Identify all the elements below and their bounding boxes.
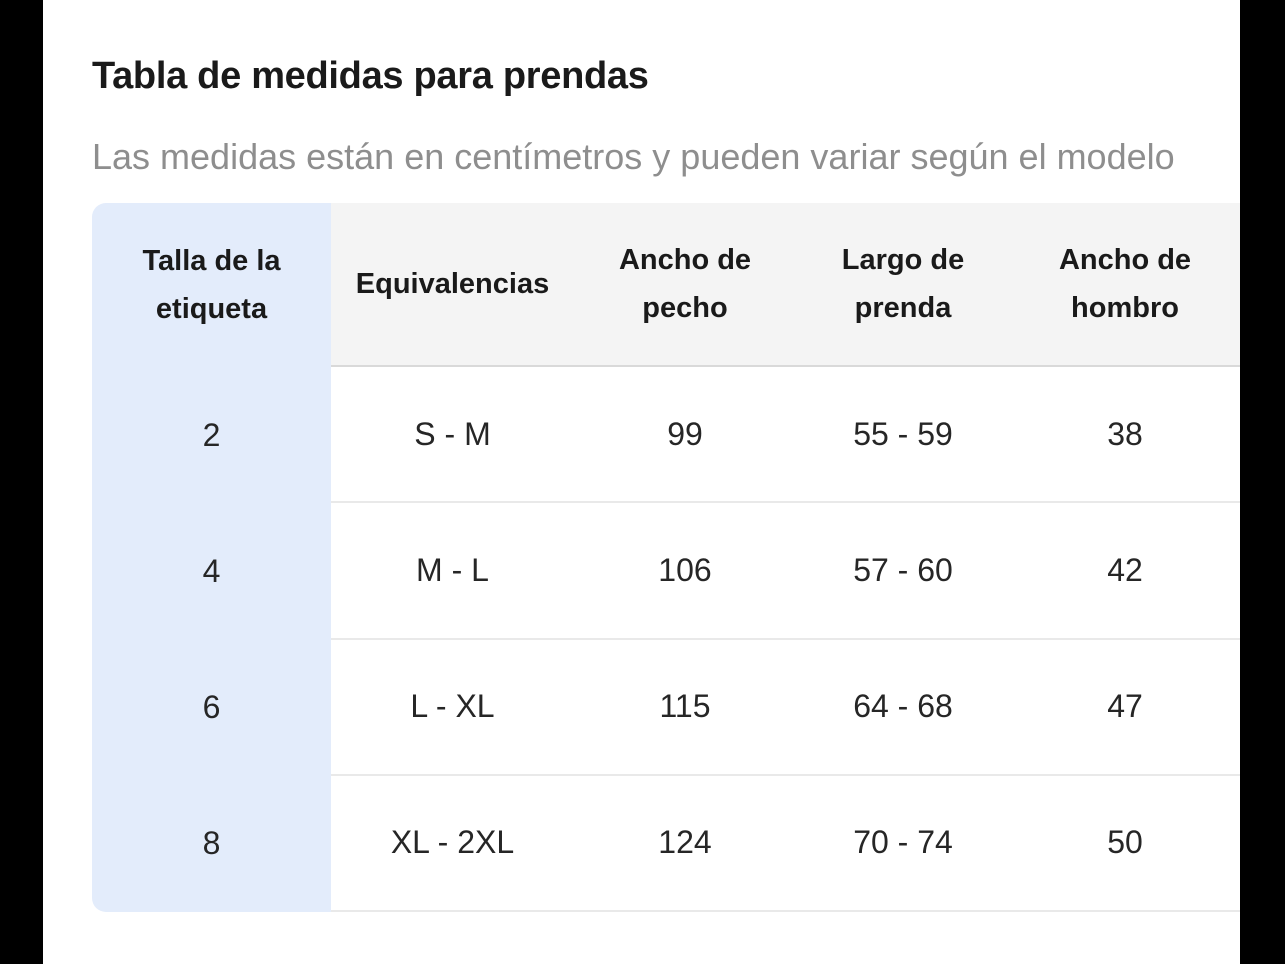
page-title: Tabla de medidas para prendas [92,55,649,98]
shoulder-width-cell: 47 [1107,688,1143,725]
equivalence-cell: S - M [414,415,491,452]
shoulder-width-cell: 50 [1107,824,1143,861]
header-line: pecho [642,292,728,324]
header-line: Equivalencias [355,268,550,300]
garment-length-cell: 55 - 59 [853,415,953,452]
column-header-ancho-de-hombro: Ancho de hombro [1010,203,1240,365]
chest-width-cell: 99 [667,415,703,452]
table-row: L - XL 115 64 - 68 47 [331,639,1240,776]
black-bar-right [1240,0,1285,964]
column-header-ancho-de-pecho: Ancho de pecho [574,203,796,365]
garment-length-cell: 57 - 60 [853,551,953,588]
page-subtitle: Las medidas están en centímetros y puede… [92,136,1175,177]
black-bar-left [0,0,43,964]
header-line: prenda [854,292,952,324]
header-line: Largo de [841,244,965,276]
size-cell: 8 [202,825,221,862]
garment-length-cell: 70 - 74 [853,824,953,861]
shoulder-width-cell: 38 [1107,415,1143,452]
table-header-row: Equivalencias Ancho de pecho Largo de pr… [331,203,1240,367]
size-label-header-line2: etiqueta [155,293,268,325]
size-cell: 2 [202,416,221,453]
chest-width-cell: 124 [658,824,712,861]
chest-width-cell: 106 [658,551,712,588]
size-chart-table[interactable]: Talla de la etiqueta 2 4 6 8 Equivalenci… [92,203,1240,912]
chest-width-cell: 115 [659,688,711,725]
header-line: hombro [1071,292,1179,324]
header-line: Ancho de [618,244,752,276]
size-label-column: Talla de la etiqueta 2 4 6 8 [92,203,331,912]
size-label-header-line1: Talla de la [142,245,281,277]
equivalence-cell: M - L [416,551,489,588]
size-label-column-header: Talla de la etiqueta [92,203,331,367]
header-line: Ancho de [1058,244,1192,276]
garment-length-cell: 64 - 68 [853,688,953,725]
column-header-largo-de-prenda: Largo de prenda [796,203,1010,365]
equivalence-cell: XL - 2XL [390,824,515,861]
table-row: S - M 99 55 - 59 38 [331,367,1240,504]
equivalence-cell: L - XL [410,688,495,725]
size-cell: 6 [202,689,221,726]
size-cell: 4 [202,552,221,589]
table-row: XL - 2XL 124 70 - 74 50 [331,775,1240,912]
measurement-columns: Equivalencias Ancho de pecho Largo de pr… [331,203,1240,912]
column-header-equivalencias: Equivalencias [331,203,574,365]
table-row: M - L 106 57 - 60 42 [331,503,1240,640]
shoulder-width-cell: 42 [1107,551,1143,588]
